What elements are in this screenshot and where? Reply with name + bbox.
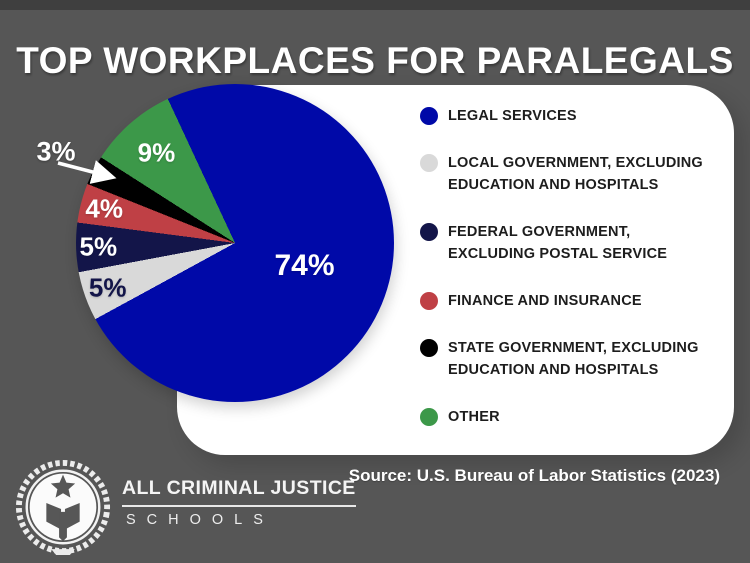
legend-label: LOCAL GOVERNMENT, EXCLUDING EDUCATION AN… <box>448 155 703 193</box>
top-border-strip <box>0 0 750 10</box>
acjs-emblem-icon <box>15 459 111 555</box>
legend-item-legal-services: LEGAL SERVICES <box>420 105 720 127</box>
legend-label: FINANCE AND INSURANCE <box>448 293 642 309</box>
legend-dot-local-government <box>420 154 438 172</box>
pie-callout-label-3pct: 3% <box>36 136 76 167</box>
brand-logo-text: ALL CRIMINAL JUSTICE SCHOOLS <box>122 477 356 528</box>
legend-dot-legal-services <box>420 107 438 125</box>
legend-label: OTHER <box>448 409 500 425</box>
legend-item-local-government: LOCAL GOVERNMENT, EXCLUDING EDUCATION AN… <box>420 152 720 196</box>
brand-name-line1: ALL CRIMINAL JUSTICE <box>122 477 356 507</box>
legend-label: STATE GOVERNMENT, EXCLUDING EDUCATION AN… <box>448 340 699 378</box>
page-title: TOP WORKPLACES FOR PARALEGALS <box>16 39 734 81</box>
legend-label: LEGAL SERVICES <box>448 108 577 124</box>
pie-slice-label: 5% <box>79 231 118 262</box>
legend-item-other: OTHER <box>420 406 720 428</box>
legend-item-federal-government: FEDERAL GOVERNMENT, EXCLUDING POSTAL SER… <box>420 221 720 265</box>
pie-slice-label: 74% <box>274 248 335 282</box>
legend-dot-finance-insurance <box>420 292 438 310</box>
legend-dot-federal-government <box>420 223 438 241</box>
pie-slice-label: 4% <box>85 193 123 224</box>
legend-item-finance-insurance: FINANCE AND INSURANCE <box>420 290 720 312</box>
pie-slice-label: 9% <box>137 137 176 168</box>
pie-chart: 74% 5% 5% 4% 9% <box>76 84 394 402</box>
chart-legend: LEGAL SERVICES LOCAL GOVERNMENT, EXCLUDI… <box>420 105 720 453</box>
brand-name-line2: SCHOOLS <box>126 511 274 528</box>
legend-dot-state-government <box>420 339 438 357</box>
pie-slice-label: 5% <box>88 272 127 303</box>
legend-item-state-government: STATE GOVERNMENT, EXCLUDING EDUCATION AN… <box>420 337 720 381</box>
source-citation: Source: U.S. Bureau of Labor Statistics … <box>348 466 720 485</box>
brand-logo: ALL CRIMINAL JUSTICE SCHOOLS <box>14 456 356 556</box>
legend-label: FEDERAL GOVERNMENT, EXCLUDING POSTAL SER… <box>448 224 668 262</box>
legend-dot-other <box>420 408 438 426</box>
